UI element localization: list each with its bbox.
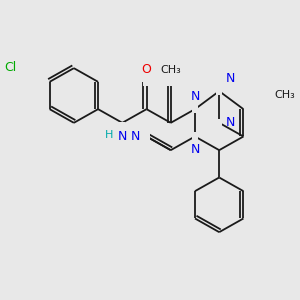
Bar	[143, 133, 150, 140]
Bar	[143, 78, 150, 86]
Bar	[216, 119, 222, 127]
Text: H: H	[105, 130, 114, 140]
Text: N: N	[118, 130, 127, 143]
Bar	[164, 78, 177, 86]
Text: O: O	[142, 63, 152, 76]
Bar	[119, 122, 125, 130]
Bar	[192, 105, 198, 113]
Bar	[261, 92, 274, 100]
Text: N: N	[130, 130, 140, 143]
Text: Cl: Cl	[4, 61, 17, 74]
Text: N: N	[226, 116, 236, 129]
Text: N: N	[226, 72, 236, 85]
Bar	[192, 133, 198, 140]
Text: N: N	[190, 90, 200, 103]
Text: N: N	[190, 143, 200, 156]
Bar	[216, 87, 222, 95]
Text: CH₃: CH₃	[274, 91, 295, 100]
Bar	[16, 64, 26, 72]
Text: CH₃: CH₃	[160, 65, 181, 75]
